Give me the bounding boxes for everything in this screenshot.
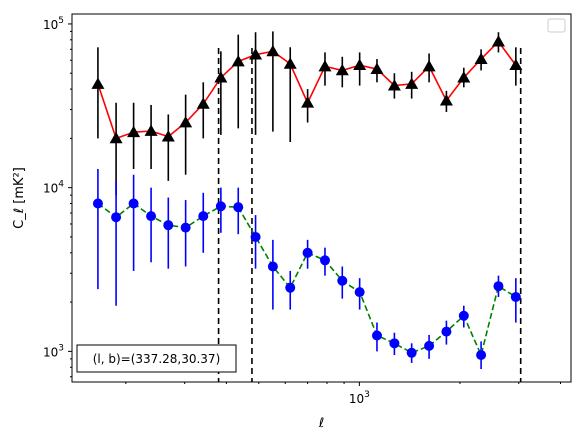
data-point-circle: [163, 220, 174, 231]
y-tick-base: 10: [43, 18, 58, 32]
y-tick-exponent: 5: [58, 16, 64, 26]
data-point-circle: [354, 287, 365, 298]
data-point-circle: [285, 282, 296, 293]
data-point-circle: [476, 350, 487, 361]
data-point-circle: [319, 255, 330, 266]
data-point-circle: [441, 326, 452, 337]
data-point-triangle: [491, 35, 505, 47]
data-point-triangle: [422, 59, 436, 72]
annotation-text: (l, b)=(337.28,30.37): [93, 352, 221, 366]
legend: [547, 18, 566, 33]
x-tick-exponent: 3: [364, 390, 370, 400]
data-point-circle: [458, 310, 469, 321]
data-point-triangle: [474, 52, 488, 64]
data-point-circle: [215, 201, 226, 212]
data-point-triangle: [249, 48, 263, 60]
data-point-triangle: [231, 54, 245, 67]
data-point-circle: [267, 261, 278, 272]
data-point-triangle: [387, 79, 401, 91]
data-point-triangle: [196, 97, 210, 109]
data-point-triangle: [161, 130, 175, 142]
data-point-triangle: [353, 58, 367, 71]
data-point-circle: [406, 347, 417, 358]
x-tick-label: 103: [349, 390, 370, 406]
y-tick-label: 105: [43, 16, 64, 32]
y-tick-exponent: 4: [58, 180, 64, 190]
data-point-circle: [233, 202, 244, 213]
y-tick-exponent: 3: [58, 343, 64, 353]
data-point-triangle: [509, 58, 523, 71]
data-series: [91, 31, 523, 370]
data-point-triangle: [127, 125, 141, 138]
data-point-circle: [389, 338, 400, 349]
data-point-triangle: [179, 116, 193, 128]
data-point-circle: [424, 340, 435, 351]
data-point-circle: [371, 330, 382, 341]
data-point-circle: [510, 291, 521, 302]
y-tick-label: 103: [43, 343, 64, 359]
data-point-triangle: [214, 71, 228, 83]
data-point-circle: [180, 222, 191, 233]
data-point-triangle: [439, 94, 453, 106]
data-point-circle: [198, 211, 209, 222]
data-point-triangle: [266, 44, 280, 57]
y-tick-base: 10: [43, 182, 58, 196]
series-triangle: [91, 31, 523, 196]
data-point-circle: [250, 231, 261, 242]
plot-frame: [71, 13, 572, 383]
data-point-circle: [493, 281, 504, 292]
data-point-triangle: [457, 71, 471, 83]
data-point-triangle: [144, 124, 158, 136]
data-point-triangle: [91, 77, 105, 89]
legend-box: [547, 18, 566, 33]
x-axis-label: ℓ: [318, 416, 324, 431]
data-point-circle: [111, 212, 122, 223]
y-axis-label: C_ℓ [mK²]: [12, 167, 27, 229]
data-point-circle: [146, 211, 157, 222]
vertical-reference-lines: [217, 48, 522, 382]
annotation-box: [76, 344, 237, 373]
x-tick-base: 10: [349, 392, 364, 406]
data-point-triangle: [318, 59, 332, 72]
coordinate-annotation: (l, b)=(337.28,30.37): [76, 344, 237, 373]
series-circle: [92, 168, 521, 370]
series-line: [97, 202, 517, 358]
data-point-circle: [302, 247, 313, 258]
y-tick-label: 104: [43, 180, 64, 196]
y-tick-base: 10: [43, 345, 58, 359]
data-point-triangle: [283, 57, 297, 69]
data-point-circle: [92, 198, 103, 209]
data-point-circle: [337, 275, 348, 286]
data-point-triangle: [370, 62, 384, 74]
axis-labels: ℓ C_ℓ [mK²]: [12, 167, 324, 431]
data-point-triangle: [301, 96, 315, 108]
data-point-triangle: [109, 131, 123, 144]
data-point-triangle: [335, 63, 349, 76]
data-point-circle: [128, 198, 139, 209]
data-point-triangle: [405, 77, 419, 89]
